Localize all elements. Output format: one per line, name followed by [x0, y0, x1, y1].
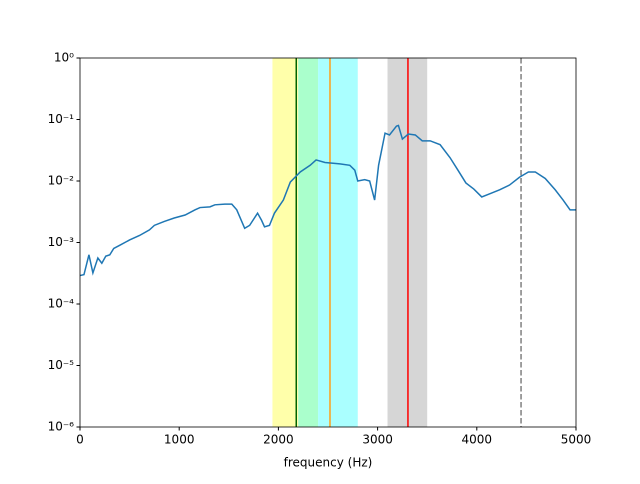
y-tick-label: 10⁻⁵	[48, 358, 75, 372]
y-tick-label: 10⁻⁴	[48, 297, 75, 311]
y-tick-label: 10⁻³	[48, 235, 75, 249]
span	[298, 58, 319, 427]
y-tick-label: 10⁻⁶	[48, 420, 75, 434]
y-tick-label: 10⁰	[54, 51, 74, 65]
x-tick-label: 5000	[561, 433, 592, 447]
span	[272, 58, 299, 427]
x-tick-label: 1000	[164, 433, 195, 447]
x-tick-label: 4000	[462, 433, 493, 447]
span	[318, 58, 358, 427]
x-tick-label: 2000	[263, 433, 294, 447]
y-tick-label: 10⁻¹	[48, 112, 75, 126]
x-tick-label: 0	[76, 433, 84, 447]
y-tick-label: 10⁻²	[48, 174, 75, 188]
line-series	[79, 124, 576, 277]
x-tick-label: 3000	[362, 433, 393, 447]
x-axis-label: frequency (Hz)	[284, 456, 373, 470]
